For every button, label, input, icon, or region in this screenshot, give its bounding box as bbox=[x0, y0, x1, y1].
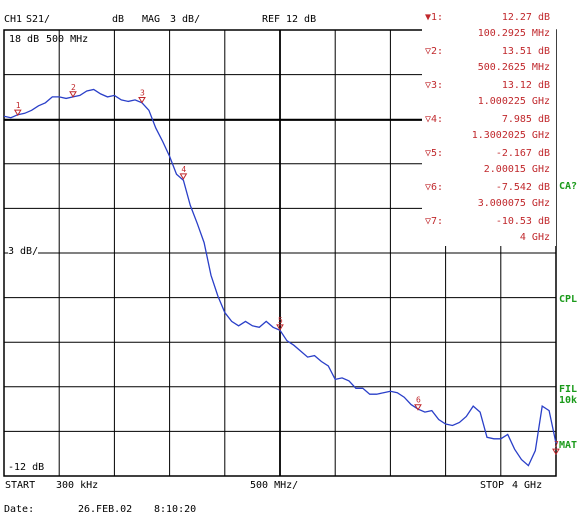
top-frequency: 500 MHz bbox=[46, 34, 89, 45]
marker-value-3: 13.12 dB bbox=[501, 80, 550, 91]
span-per-division: 500 MHz/ bbox=[250, 480, 299, 491]
ref-value: 12 dB bbox=[286, 14, 317, 25]
marker-id-6: ▽6: bbox=[425, 182, 444, 193]
marker-id-5: ▽5: bbox=[425, 148, 444, 159]
marker-id-4: ▽4: bbox=[425, 114, 444, 125]
marker-number: 6 bbox=[416, 396, 421, 405]
marker-frequency-4: 1.3002025 GHz bbox=[471, 130, 550, 141]
marker-number: 5 bbox=[278, 316, 283, 325]
marker-readout-table: ▼1: 12.27 dB 100.2925 MHz ▽2: 13.51 dB 500.26… bbox=[422, 12, 556, 246]
marker-triangle bbox=[138, 97, 146, 104]
start-label: START bbox=[5, 480, 36, 491]
date-value: 26.FEB.02 bbox=[78, 504, 133, 515]
marker-1: 1 bbox=[13, 101, 22, 117]
scale-label: 3 dB/ bbox=[170, 14, 201, 25]
date-label: Date: bbox=[4, 504, 35, 515]
time-value: 8:10:20 bbox=[154, 504, 197, 515]
marker-triangle bbox=[13, 109, 22, 117]
marker-value-1: 12.27 dB bbox=[501, 12, 550, 23]
marker-frequency-1: 100.2925 MHz bbox=[477, 28, 550, 39]
trace-markers: 1 2 3 4 5 6 7 bbox=[13, 83, 560, 456]
stop-label: STOP bbox=[480, 480, 505, 491]
bottom-left-label: -12 dB bbox=[8, 462, 45, 473]
match-indicator: MAT bbox=[559, 440, 578, 451]
marker-value-5: -2.167 dB bbox=[495, 148, 550, 159]
marker-number: 1 bbox=[16, 101, 21, 110]
format-label: MAG bbox=[142, 14, 161, 25]
marker-number: 4 bbox=[181, 165, 186, 174]
filter-value: 10k bbox=[559, 395, 578, 406]
marker-id-3: ▽3: bbox=[425, 80, 444, 91]
marker-frequency-7: 4 GHz bbox=[519, 232, 550, 243]
stop-value: 4 GHz bbox=[512, 480, 543, 491]
marker-number: 2 bbox=[71, 83, 76, 92]
marker-id-7: ▽7: bbox=[425, 216, 444, 227]
marker-value-7: -10.53 dB bbox=[495, 216, 550, 227]
marker-5: 5 bbox=[276, 316, 284, 331]
top-readout: 18 dB bbox=[9, 34, 40, 45]
marker-frequency-6: 3.000075 GHz bbox=[477, 198, 550, 209]
marker-triangle bbox=[414, 404, 422, 411]
cal-indicator: CA? bbox=[559, 181, 578, 192]
unit-label: dB bbox=[112, 14, 125, 25]
marker-id-1: ▼1: bbox=[425, 12, 444, 23]
marker-triangle bbox=[552, 448, 560, 456]
parameter-label: S21/ bbox=[26, 14, 51, 25]
marker-frequency-5: 2.00015 GHz bbox=[483, 164, 550, 175]
marker-value-6: -7.542 dB bbox=[495, 182, 550, 193]
marker-2: 2 bbox=[69, 83, 77, 98]
marker-triangle bbox=[179, 173, 188, 180]
marker-triangle bbox=[69, 91, 77, 98]
marker-7: 7 bbox=[552, 440, 560, 456]
marker-triangle bbox=[276, 324, 284, 331]
ref-label: REF bbox=[262, 14, 281, 25]
mid-scale-label: 3 dB/ bbox=[8, 246, 39, 257]
marker-id-2: ▽2: bbox=[425, 46, 444, 57]
marker-6: 6 bbox=[414, 396, 422, 411]
marker-4: 4 bbox=[179, 165, 188, 180]
marker-value-2: 13.51 dB bbox=[501, 46, 550, 57]
marker-value-4: 7.985 dB bbox=[501, 114, 550, 125]
coupling-indicator: CPL bbox=[559, 294, 578, 305]
marker-frequency-3: 1.000225 GHz bbox=[477, 96, 550, 107]
marker-3: 3 bbox=[138, 89, 146, 104]
filter-indicator: FIL bbox=[559, 384, 578, 395]
marker-number: 3 bbox=[140, 89, 145, 98]
marker-number: 7 bbox=[554, 440, 559, 449]
channel-label: CH1 bbox=[4, 14, 23, 25]
start-value: 300 kHz bbox=[56, 480, 99, 491]
marker-frequency-2: 500.2625 MHz bbox=[477, 62, 550, 73]
